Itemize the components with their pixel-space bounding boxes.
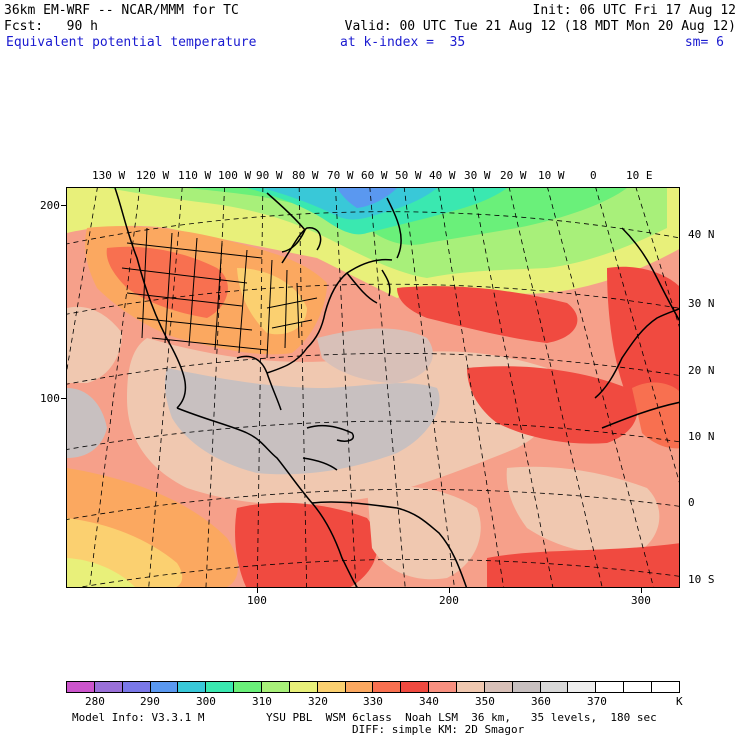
color-swatch: [540, 682, 569, 692]
lon-label: 60 W: [361, 169, 388, 182]
lat-label: 30 N: [688, 297, 715, 310]
grid-x-label: 200: [439, 594, 459, 607]
color-swatch: [373, 682, 402, 692]
frame-tick: [61, 205, 66, 206]
color-swatch: [652, 682, 679, 692]
color-swatch: [429, 682, 458, 692]
valid-time: Valid: 00 UTC Tue 21 Aug 12 (18 MDT Mon …: [344, 19, 736, 34]
color-scale-tick: 300: [196, 695, 216, 708]
color-swatch: [624, 682, 653, 692]
lon-label: 10 E: [626, 169, 653, 182]
color-swatch: [178, 682, 207, 692]
color-scale-tick: 290: [140, 695, 160, 708]
color-swatch: [150, 682, 179, 692]
lon-label: 120 W: [136, 169, 170, 182]
model-info: Model Info: V3.3.1 M: [72, 711, 205, 724]
grid-y-label: 100: [40, 392, 60, 405]
lon-label: 110 W: [178, 169, 212, 182]
color-swatch: [512, 682, 541, 692]
lat-label: 40 N: [688, 228, 715, 241]
shaded-field: [67, 188, 679, 587]
color-scale-tick: 310: [252, 695, 272, 708]
lon-label: 70 W: [327, 169, 354, 182]
color-scale-tick: 370: [587, 695, 607, 708]
lat-label: 20 N: [688, 364, 715, 377]
frame-tick: [61, 398, 66, 399]
frame-tick: [449, 588, 450, 593]
frame-tick: [257, 588, 258, 593]
grid-y-label: 200: [40, 199, 60, 212]
color-swatch: [234, 682, 263, 692]
lat-label: 10 N: [688, 430, 715, 443]
lon-label: 90 W: [256, 169, 283, 182]
color-swatch: [345, 682, 374, 692]
grid-x-label: 100: [247, 594, 267, 607]
color-swatch: [122, 682, 151, 692]
lon-label: 50 W: [395, 169, 422, 182]
lon-label: 10 W: [538, 169, 565, 182]
color-scale-tick: 280: [85, 695, 105, 708]
color-scale-tick: 340: [419, 695, 439, 708]
color-scale-tick: 360: [531, 695, 551, 708]
color-swatch: [596, 682, 625, 692]
init-time: Init: 06 UTC Fri 17 Aug 12: [532, 3, 737, 18]
lon-label: 40 W: [429, 169, 456, 182]
color-swatch: [206, 682, 235, 692]
color-swatch: [568, 682, 597, 692]
color-scale-bar: [66, 681, 680, 693]
lat-label: 10 S: [688, 573, 715, 586]
field-name: Equivalent potential temperature: [6, 35, 257, 50]
color-swatch: [289, 682, 318, 692]
diffusion-info: DIFF: simple KM: 2D Smagor: [352, 723, 525, 736]
color-swatch: [67, 682, 95, 692]
theta-e-map: [66, 187, 680, 588]
color-scale-tick: 320: [308, 695, 328, 708]
color-scale-tick: 350: [475, 695, 495, 708]
lon-label: 130 W: [92, 169, 126, 182]
graticule: [67, 188, 679, 587]
color-swatch: [317, 682, 346, 692]
color-swatch: [94, 682, 123, 692]
color-scale-unit: K: [676, 695, 683, 708]
color-scale-tick: 330: [363, 695, 383, 708]
level-label: at k-index = 35: [340, 35, 466, 50]
frame-tick: [641, 588, 642, 593]
lon-label: 20 W: [500, 169, 527, 182]
grid-x-label: 300: [631, 594, 651, 607]
forecast-hour: Fcst: 90 h: [4, 19, 98, 34]
lon-label: 30 W: [464, 169, 491, 182]
physics-info: YSU PBL WSM 6class Noah LSM 36 km, 35 le…: [266, 711, 657, 724]
model-title: 36km EM-WRF -- NCAR/MMM for TC: [4, 3, 239, 18]
lon-label: 80 W: [292, 169, 319, 182]
lon-label: 0: [590, 169, 597, 182]
color-swatch: [457, 682, 485, 692]
lat-label: 0: [688, 496, 695, 509]
color-swatch: [262, 682, 290, 692]
lon-label: 100 W: [218, 169, 252, 182]
color-swatch: [401, 682, 430, 692]
color-swatch: [484, 682, 513, 692]
map-canvas: [67, 188, 679, 587]
state-borders: [121, 227, 318, 359]
coastlines: [114, 188, 679, 587]
smoothing-label: sm= 6: [684, 35, 724, 50]
